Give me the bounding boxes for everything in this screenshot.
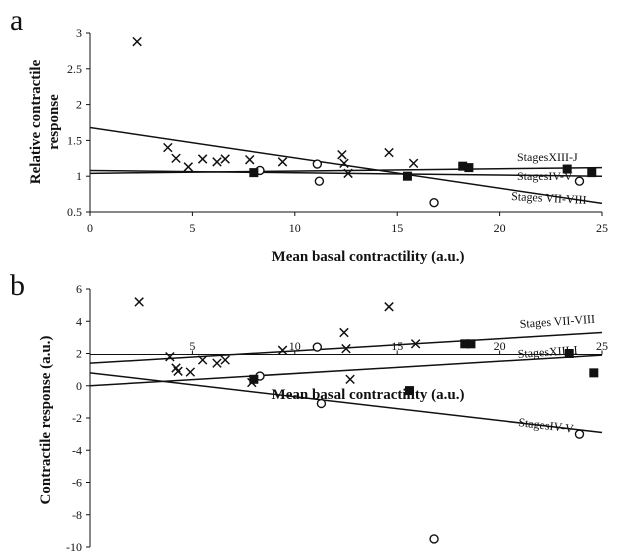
panel-a-point-square xyxy=(402,171,412,181)
panel-b-x-axis-label: Mean basal contractility (a.u.) xyxy=(272,387,465,403)
panel-b-y-tick-label: -2 xyxy=(72,411,82,425)
panel-b-y-tick-label: 4 xyxy=(76,314,82,328)
panel-a-point-square xyxy=(587,168,597,178)
panel-b-y-tick-label: -10 xyxy=(66,540,82,554)
panel-b-regression-line xyxy=(89,372,603,434)
panel-a-point-circle xyxy=(574,176,585,186)
panel-a-y-axis-label: Relative contractile response xyxy=(28,59,62,184)
panel-b-line-label: Stages VII-VIII xyxy=(519,312,595,331)
panel-b-regression-lines: Stages VII-VIII StagesXIII-I StagesIV-V xyxy=(89,312,603,436)
panel-b-point-cross xyxy=(220,355,230,365)
panel-b-point-square xyxy=(466,339,476,349)
panel-a-point-cross xyxy=(408,158,419,169)
panel-a-point-cross xyxy=(245,155,255,165)
panel-b-line-label: StagesIV-V xyxy=(518,415,575,436)
panel-b: b 5 10 15 20 25 -10 -8 -6 -4 -2 0 2 4 6 Stages VII-VI… xyxy=(10,269,608,554)
panel-b-x-tick-label: 25 xyxy=(596,339,608,353)
panel-a-y-tick-label: 3 xyxy=(76,26,82,40)
panel-b-point-cross xyxy=(212,358,222,368)
panel-b-y-tick-label: 2 xyxy=(76,347,82,361)
panel-a-x-tick-label: 0 xyxy=(87,221,93,235)
panel-b-point-circle xyxy=(574,429,585,439)
panel-b-point-cross xyxy=(339,327,349,338)
panel-b-point-square xyxy=(564,349,574,358)
panel-a-line-label: Stages VII-VIII xyxy=(511,189,587,207)
panel-b-point-square xyxy=(404,386,414,396)
panel-b-x-tick-label: 15 xyxy=(391,339,403,353)
panel-b-point-circle xyxy=(429,534,439,544)
panel-a-point-square xyxy=(249,168,259,178)
panel-a-point-circle xyxy=(314,176,325,186)
panel-a-line-label: StagesIV-V xyxy=(517,169,573,183)
panel-a: a 0 5 10 15 20 250.511.522.53 StagesXIII-JSta… xyxy=(10,4,608,265)
panel-a-point-circle xyxy=(312,159,323,169)
panel-b-point-circle xyxy=(312,342,323,352)
panel-a-point-cross xyxy=(337,149,347,160)
panel-a-x-tick-label: 25 xyxy=(596,221,608,235)
panel-a-y-tick-label: 2 xyxy=(76,98,82,112)
panel-a-point-square xyxy=(464,163,474,173)
panel-a-point-cross xyxy=(132,36,142,47)
panel-a-y-tick-label: 1 xyxy=(76,169,82,183)
panel-a-point-cross xyxy=(220,154,230,164)
panel-a-y-tick-label: 0.5 xyxy=(67,205,82,219)
panel-a-points xyxy=(132,36,597,208)
panel-a-x-tick-label: 20 xyxy=(494,221,506,235)
panel-a-point-cross xyxy=(339,158,349,169)
panel-a-x-tick-label: 10 xyxy=(289,221,301,235)
panel-a-point-cross xyxy=(197,154,208,164)
panel-a-point-cross xyxy=(384,147,394,158)
panel-b-y-axis-label: Contractile response (a.u.) xyxy=(38,336,54,505)
panel-b-y-tick-label: -8 xyxy=(72,508,82,522)
panel-b-point-cross xyxy=(197,355,208,365)
panel-a-point-cross xyxy=(277,157,288,167)
panel-b-line-label: StagesXIII-I xyxy=(517,343,578,361)
panel-b-y-tick-label: -6 xyxy=(72,476,82,490)
panel-b-point-cross xyxy=(185,367,196,377)
panel-a-y-tick-label: 1.5 xyxy=(67,133,82,147)
panel-b-point-square xyxy=(589,368,599,378)
panel-b-x-tick-label: 20 xyxy=(494,339,506,353)
panel-b-regression-line xyxy=(89,354,603,387)
panel-a-point-cross xyxy=(183,162,194,172)
panel-b-point-cross xyxy=(173,366,183,376)
panel-a-point-cross xyxy=(343,168,353,179)
panel-a-point-circle xyxy=(429,197,439,208)
panel-a-point-square xyxy=(562,164,572,174)
panel-b-point-cross xyxy=(165,351,175,362)
panel-a-y-axis-label-line2: response xyxy=(46,94,62,150)
panel-b-point-cross xyxy=(134,297,144,307)
panel-a-ticks: 0 5 10 15 20 25 0.5 1 1.5 2 2.5 3 xyxy=(67,26,608,235)
panel-a-regression-lines: StagesXIII-J StagesIV-V Stages VII-VIII xyxy=(89,126,603,207)
panel-a-point-square xyxy=(458,161,468,171)
panel-b-point-cross xyxy=(341,343,351,354)
panel-a-point-cross xyxy=(171,153,181,164)
panel-b-point-cross xyxy=(345,374,355,385)
panel-b-y-tick-label: 6 xyxy=(76,282,82,296)
panel-b-points xyxy=(134,297,599,544)
panel-b-ticks: 5 10 15 20 25 -10 -8 -6 -4 -2 0 2 4 6 xyxy=(66,282,608,554)
panel-b-point-cross xyxy=(384,302,394,312)
panel-a-x-tick-label: 15 xyxy=(391,221,403,235)
panel-a-x-tick-label: 5 xyxy=(189,221,195,235)
panel-a-line-label: StagesXIII-J xyxy=(517,150,578,164)
panel-b-point-square xyxy=(249,374,259,384)
panel-a-point-cross xyxy=(212,157,222,167)
panel-b-x-tick-label: 10 xyxy=(289,339,301,353)
panel-a-y-tick-label: 2.5 xyxy=(67,62,82,76)
panel-a-point-cross xyxy=(163,142,173,153)
panel-a-y-axis-label-line1: Relative contractile xyxy=(28,59,44,184)
panel-b-y-tick-label: 0 xyxy=(76,379,82,393)
panel-letter-a: a xyxy=(10,4,23,37)
panel-letter-b: b xyxy=(10,269,25,302)
panel-a-x-axis-label: Mean basal contractility (a.u.) xyxy=(272,249,465,265)
panel-a-regression-line xyxy=(89,169,603,177)
panel-b-y-tick-label: -4 xyxy=(72,443,82,457)
panel-b-point-cross xyxy=(277,345,288,356)
panel-b-point-circle xyxy=(316,398,327,409)
panel-b-point-square xyxy=(460,339,470,349)
panel-b-x-tick-label: 5 xyxy=(189,339,195,353)
panel-b-point-cross xyxy=(410,339,421,349)
